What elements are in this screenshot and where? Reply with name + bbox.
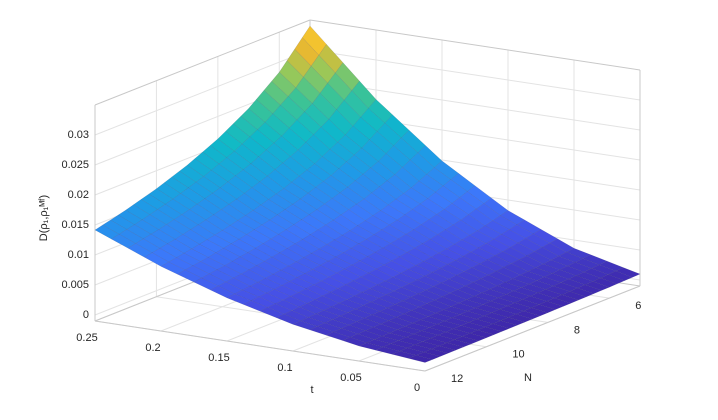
surface-patch	[408, 355, 434, 363]
surface-patch	[193, 277, 219, 291]
x-tick-label: 0.25	[76, 332, 97, 344]
surface-patch	[243, 300, 269, 312]
y-tick-label: 10	[512, 349, 524, 361]
y-tick-label: 6	[635, 300, 641, 312]
z-tick-label: 0	[83, 309, 89, 321]
axis-box	[94, 320, 426, 372]
z-axis-label: D(ρ₁,ρ₁ᴹᶠ)	[38, 195, 50, 241]
y-tick-label: 12	[451, 373, 463, 385]
z-tick-label: 0.005	[61, 279, 89, 291]
grid-line	[309, 49, 641, 101]
surface-patch	[259, 307, 285, 318]
y-tick-label: 8	[574, 324, 580, 336]
x-tick-label: 0.1	[277, 362, 292, 374]
z-tick-label: 0.015	[61, 219, 89, 231]
x-tick-label: 0.15	[208, 352, 229, 364]
grid-line	[94, 49, 311, 136]
z-tick-label: 0.025	[61, 159, 89, 171]
surface-patch	[292, 320, 318, 330]
z-tick-label: 0.03	[68, 129, 89, 141]
x-tick-label: 0.05	[340, 372, 361, 384]
x-tick-label: 0	[414, 382, 420, 394]
x-axis-label: t	[310, 384, 313, 396]
surface-patch	[177, 269, 203, 283]
axis-box	[94, 19, 311, 106]
z-tick-label: 0.01	[68, 249, 89, 261]
x-tick-label: 0.2	[145, 342, 160, 354]
z-tick-label: 0.02	[68, 189, 89, 201]
surface-patch	[127, 243, 153, 258]
surface-patch	[342, 337, 368, 347]
surface-patch	[375, 346, 401, 355]
axis-box	[424, 285, 641, 372]
axis-box	[309, 19, 641, 71]
y-axis-label: N	[524, 372, 532, 384]
surface-patch	[276, 313, 302, 325]
